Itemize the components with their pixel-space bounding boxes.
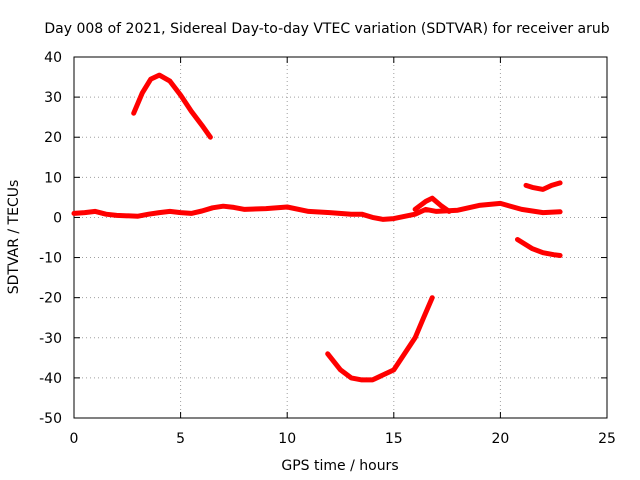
y-tick-label: 10 xyxy=(44,170,62,186)
y-tick-label: 40 xyxy=(44,50,62,66)
series-line xyxy=(523,180,563,192)
axis-ticks: 0 5 10 15 20 25 -50 -40 -30 -20 -10 0 10 20 30 40 xyxy=(39,50,616,447)
y-tick-label: -50 xyxy=(39,411,62,427)
y-axis-label: SDTVAR / TECUs xyxy=(6,180,22,295)
series-line xyxy=(325,295,435,383)
series-line xyxy=(131,72,213,140)
x-tick-label: 20 xyxy=(491,431,509,447)
y-tick-label: -10 xyxy=(39,251,62,267)
x-tick-label: 15 xyxy=(385,431,403,447)
x-tick-label: 25 xyxy=(598,431,616,447)
y-tick-label: -40 xyxy=(39,371,62,387)
x-tick-label: 10 xyxy=(278,431,296,447)
plot-frame xyxy=(73,56,608,419)
series-line xyxy=(71,200,563,222)
chart-title: Day 008 of 2021, Sidereal Day-to-day VTE… xyxy=(44,21,609,37)
series-group xyxy=(71,72,563,383)
y-tick-label: 30 xyxy=(44,90,62,106)
x-tick-label: 0 xyxy=(70,431,79,447)
y-tick-label: 0 xyxy=(53,210,62,226)
series-line xyxy=(515,237,563,258)
y-tick-label: -30 xyxy=(39,331,62,347)
y-tick-label: 20 xyxy=(44,130,62,146)
x-tick-label: 5 xyxy=(176,431,185,447)
y-tick-label: -20 xyxy=(39,291,62,307)
grid-lines xyxy=(74,57,607,418)
series-line xyxy=(412,195,452,214)
x-axis-label: GPS time / hours xyxy=(281,458,398,474)
